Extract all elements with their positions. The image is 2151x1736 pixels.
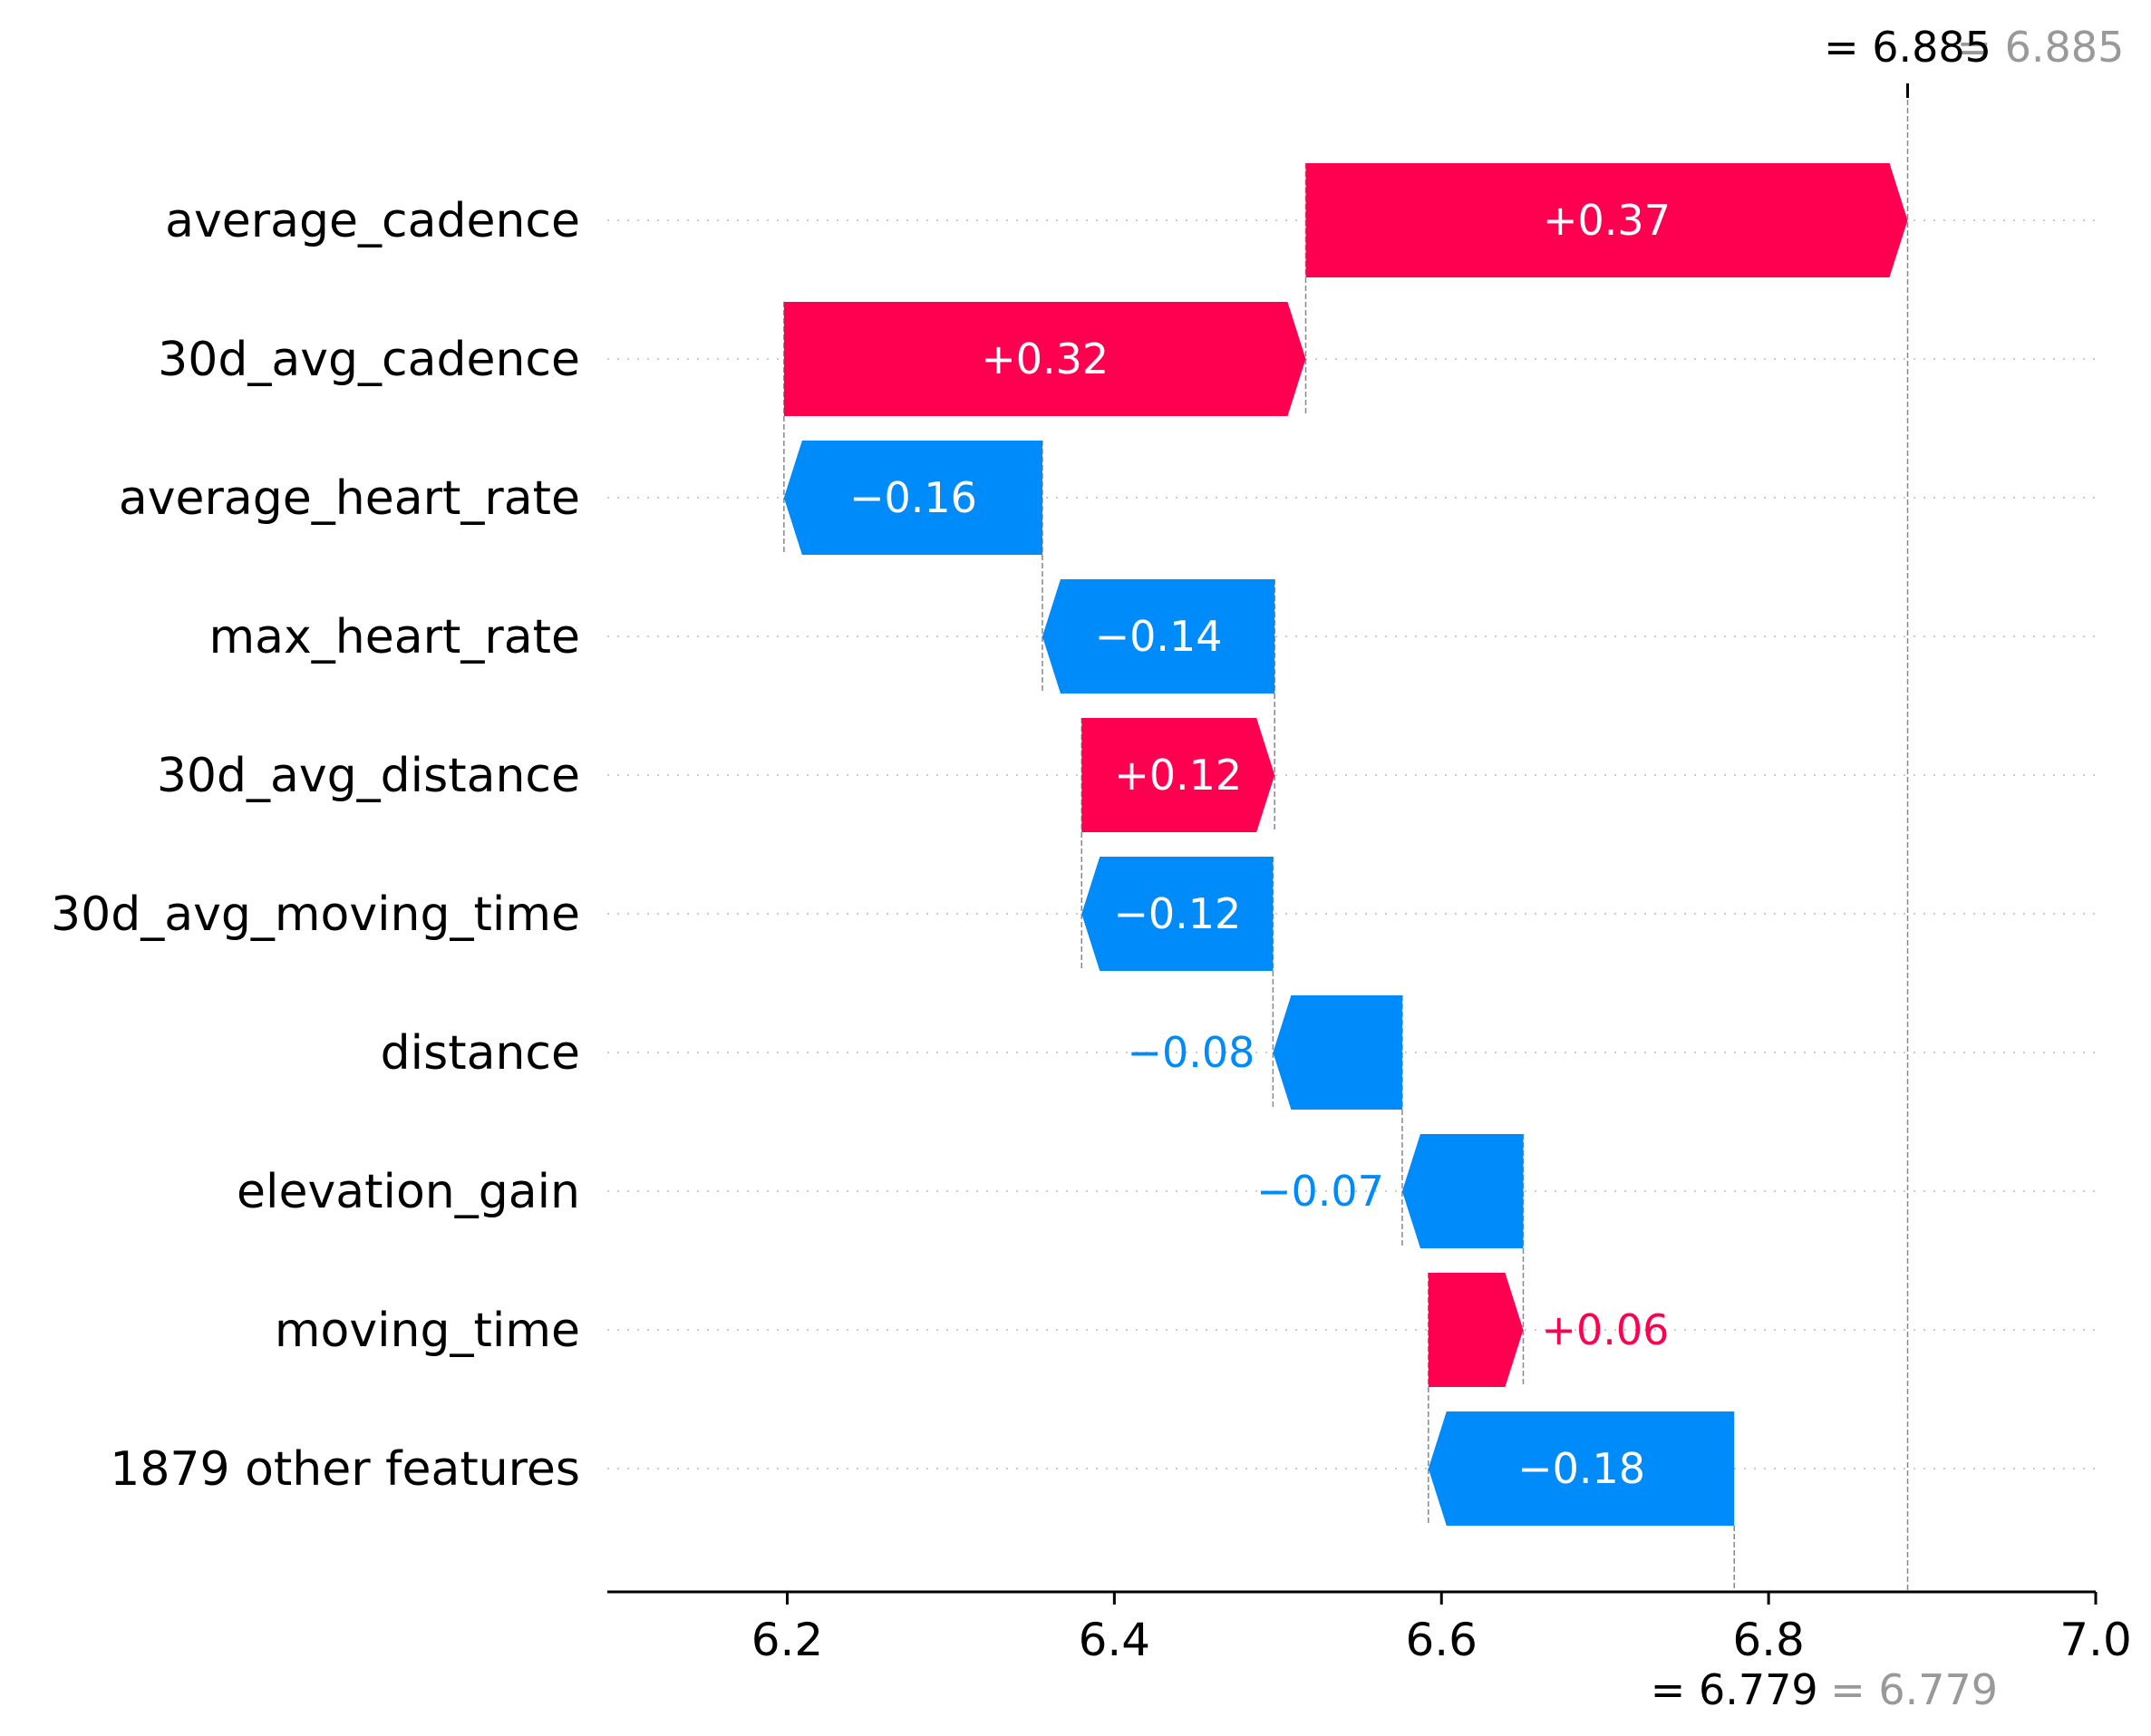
feature-label: 1879 other features (110, 1442, 580, 1497)
x-tick-label: 6.4 (1079, 1614, 1151, 1666)
bar-distance (1273, 995, 1402, 1110)
value-label: −0.18 (1517, 1444, 1645, 1493)
feature-label: distance (381, 1026, 580, 1081)
feature-label: 30d_avg_cadence (158, 333, 580, 387)
bar-30d-avg-cadence (783, 302, 1306, 416)
base-value-label: = 6.779 (1651, 1665, 1818, 1714)
value-label: +0.06 (1541, 1305, 1669, 1354)
feature-label: 30d_avg_distance (157, 749, 580, 803)
bar-average-heart-rate (783, 441, 1042, 555)
feature-label: elevation_gain (237, 1165, 580, 1219)
bar-max-heart-rate (1042, 579, 1275, 693)
bar-30d-avg-distance (1081, 718, 1275, 832)
feature-label: average_cadence (165, 194, 580, 248)
value-label: +0.32 (981, 335, 1109, 383)
feature-label: max_heart_rate (209, 610, 581, 664)
bar-moving-time (1428, 1273, 1524, 1387)
value-label: −0.08 (1127, 1028, 1255, 1077)
value-label: −0.14 (1095, 612, 1223, 661)
bar-average-cadence (1305, 163, 1908, 277)
value-labels: +0.37 +0.32 −0.16 −0.14 +0.12 −0.12 −0.08 −0.07… (849, 196, 1671, 1493)
value-label: −0.16 (849, 473, 977, 522)
x-axis: 6.2 6.4 6.6 6.8 7.0 (607, 1590, 2132, 1666)
feature-label: 30d_avg_moving_time (51, 887, 580, 942)
feature-label: average_heart_rate (119, 471, 580, 526)
x-tick-label: 6.2 (751, 1614, 824, 1666)
bar-elevation-gain (1401, 1134, 1524, 1248)
x-tick-label: 6.8 (1732, 1614, 1805, 1666)
value-label: −0.07 (1256, 1167, 1384, 1216)
final-value-annotation: = 6.885 = 6.885 (1824, 23, 2124, 98)
value-label: +0.12 (1114, 751, 1242, 800)
feature-label: moving_time (275, 1304, 580, 1358)
base-value-ghost-label: = 6.779 (1830, 1665, 1998, 1714)
bars (783, 163, 1908, 1526)
bar-1879-other-features (1428, 1411, 1735, 1526)
value-label: +0.37 (1543, 196, 1671, 245)
x-tick-label: 7.0 (2059, 1614, 2132, 1666)
final-value-label: = 6.885 (1824, 23, 1991, 72)
final-value-ghost-label: = 6.885 (1956, 23, 2124, 72)
base-value-annotation: = 6.779 = 6.779 (1651, 1665, 1998, 1714)
feature-labels: average_cadence 30d_avg_cadence average_he… (51, 194, 580, 1497)
x-tick-label: 6.6 (1405, 1614, 1478, 1666)
value-label: −0.12 (1113, 889, 1241, 938)
bar-30d-avg-moving-time (1081, 857, 1274, 971)
